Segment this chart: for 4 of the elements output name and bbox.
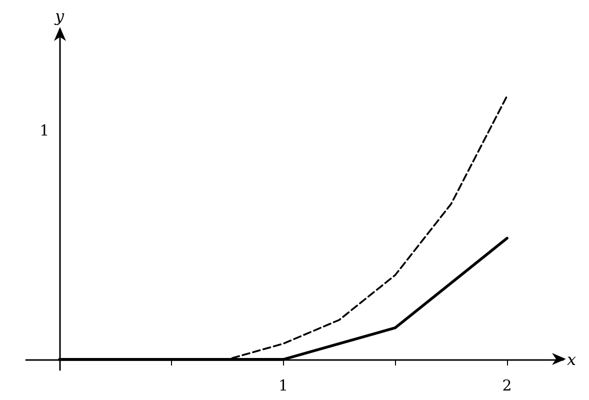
y-axis-title: y [54, 6, 66, 26]
x-tick-label: 2 [502, 376, 512, 394]
annotation: 1 [40, 122, 50, 140]
x-axis-title: x [567, 350, 576, 369]
